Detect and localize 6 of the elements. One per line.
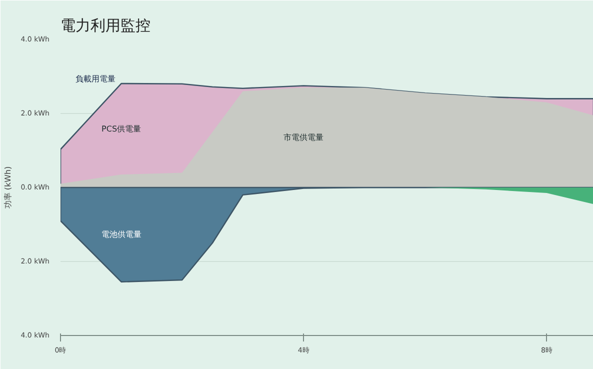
series-label: 市電供電量 bbox=[284, 133, 324, 142]
series-label: PCS供電量 bbox=[102, 124, 142, 134]
chart-title: 電力利用監控 bbox=[60, 16, 150, 34]
annotation: 負載用電量 bbox=[75, 74, 116, 84]
series-label: 電池供電量 bbox=[101, 230, 142, 240]
y-axis-title: 功率 (kWh) bbox=[4, 166, 13, 209]
